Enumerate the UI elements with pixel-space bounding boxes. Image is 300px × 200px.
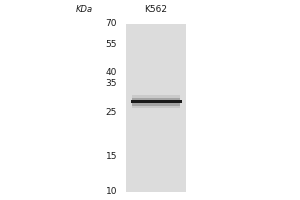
Bar bbox=[132, 98, 180, 106]
Bar bbox=[130, 100, 182, 103]
Bar bbox=[132, 95, 180, 108]
Text: 55: 55 bbox=[106, 40, 117, 49]
Text: 25: 25 bbox=[106, 108, 117, 117]
Text: 15: 15 bbox=[106, 152, 117, 161]
Text: 70: 70 bbox=[106, 20, 117, 28]
Text: 10: 10 bbox=[106, 188, 117, 196]
Bar bbox=[126, 24, 186, 192]
Text: 40: 40 bbox=[106, 68, 117, 77]
Text: KDa: KDa bbox=[75, 5, 93, 14]
Text: K562: K562 bbox=[145, 5, 167, 14]
Text: 35: 35 bbox=[106, 79, 117, 88]
